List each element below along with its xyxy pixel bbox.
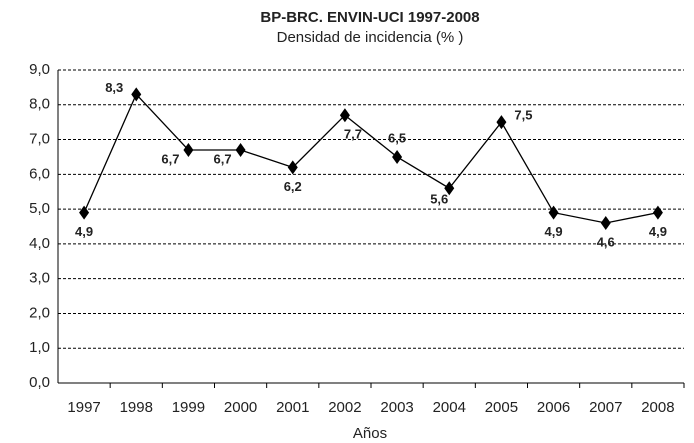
marker (183, 142, 194, 157)
y-tick-label: 7,0 (29, 131, 50, 148)
y-tick-label: 9,0 (29, 61, 50, 78)
y-tick-label: 3,0 (29, 270, 50, 287)
y-tick-label: 2,0 (29, 304, 50, 321)
x-tick-label: 2003 (380, 399, 413, 416)
data-label: 7,7 (344, 127, 362, 142)
data-label: 6,2 (284, 179, 302, 194)
marker (287, 160, 298, 175)
x-tick-label: 2004 (433, 399, 466, 416)
marker (548, 205, 559, 220)
data-label: 6,5 (388, 130, 406, 145)
x-tick-label: 2001 (276, 399, 309, 416)
y-tick-label: 4,0 (29, 235, 50, 252)
x-tick-label: 2002 (328, 399, 361, 416)
y-tick-label: 6,0 (29, 165, 50, 182)
marker (392, 149, 403, 164)
marker (79, 205, 90, 220)
data-label: 6,7 (214, 151, 232, 166)
chart-subtitle: Densidad de incidencia (% ) (277, 29, 464, 46)
x-tick-label: 2000 (224, 399, 257, 416)
data-label: 4,9 (75, 224, 93, 239)
x-tick-label: 1997 (67, 399, 100, 416)
data-label: 8,3 (105, 80, 123, 95)
data-label: 4,9 (649, 224, 667, 239)
y-tick-label: 8,0 (29, 96, 50, 113)
x-tick-label: 2008 (641, 399, 674, 416)
data-label: 4,9 (545, 224, 563, 239)
y-tick-label: 0,0 (29, 374, 50, 391)
x-tick-label: 2005 (485, 399, 518, 416)
x-axis-label: Años (353, 425, 387, 442)
data-label: 5,6 (430, 192, 448, 207)
marker (444, 181, 455, 196)
x-tick-label: 2006 (537, 399, 570, 416)
marker (496, 115, 507, 130)
data-label: 4,6 (597, 234, 615, 249)
y-tick-label: 1,0 (29, 339, 50, 356)
x-tick-label: 1998 (120, 399, 153, 416)
y-tick-label: 5,0 (29, 200, 50, 217)
marker (600, 216, 611, 231)
data-label: 6,7 (161, 151, 179, 166)
data-label: 7,5 (514, 108, 532, 123)
marker (131, 87, 142, 102)
marker (339, 108, 350, 123)
chart-title: BP-BRC. ENVIN-UCI 1997-2008 (260, 9, 479, 26)
x-tick-label: 2007 (589, 399, 622, 416)
x-tick-label: 1999 (172, 399, 205, 416)
marker (652, 205, 663, 220)
marker (235, 142, 246, 157)
series-line (83, 93, 659, 224)
